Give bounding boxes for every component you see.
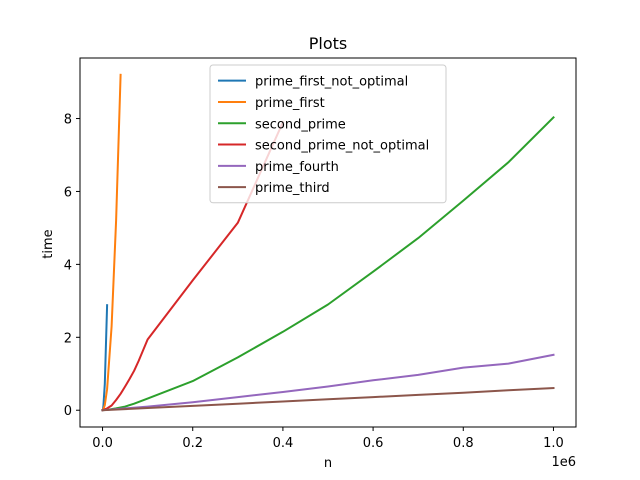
series-line-prime-third (101, 386, 555, 412)
legend-box (209, 64, 447, 204)
series-line-second-prime-not-optimal (101, 120, 285, 412)
x-axis-label: n (324, 456, 332, 471)
y-tick-label: 4 (64, 258, 72, 273)
x-tick-label: 0.6 (363, 436, 384, 451)
y-tick-label: 6 (64, 185, 72, 200)
x-tick-label: 0.8 (453, 436, 474, 451)
x-tick-label: 1.0 (543, 436, 564, 451)
axes-layer: 0.0 0.2 0.4 0.6 0.8 1.0 0 2 4 6 8 (64, 57, 577, 451)
x-axis-offset-text: 1e6 (551, 455, 576, 470)
y-axis-label: time (41, 229, 56, 258)
legend: prime_first_not_optimal prime_firstsecond… (209, 64, 447, 204)
x-tick-label: 0.2 (182, 436, 203, 451)
x-tick-label: 0.4 (273, 436, 294, 451)
plot-frame (79, 57, 577, 428)
legend-label-prime-third: prime_third (255, 181, 330, 196)
legend-label-second-prime: second_prime (255, 117, 346, 132)
chart-title: Plots (309, 34, 348, 53)
y-tick-label: 0 (64, 404, 72, 419)
series-line-second-prime (101, 115, 555, 412)
y-tick-label: 2 (64, 331, 72, 346)
series-line-prime-fourth (101, 353, 555, 412)
legend-label-prime-fourth: prime_fourth (255, 160, 339, 175)
series-layer (101, 73, 555, 412)
y-tick-label: 8 (64, 113, 72, 128)
legend-label-second-prime-not-optimal: second_prime_not_optimal (255, 139, 429, 154)
legend-label-prime-first: prime_first (255, 96, 325, 111)
legend-label-prime-first-not-optimal: prime_first_not_optimal (255, 75, 408, 90)
x-tick-label: 0.0 (92, 436, 113, 451)
